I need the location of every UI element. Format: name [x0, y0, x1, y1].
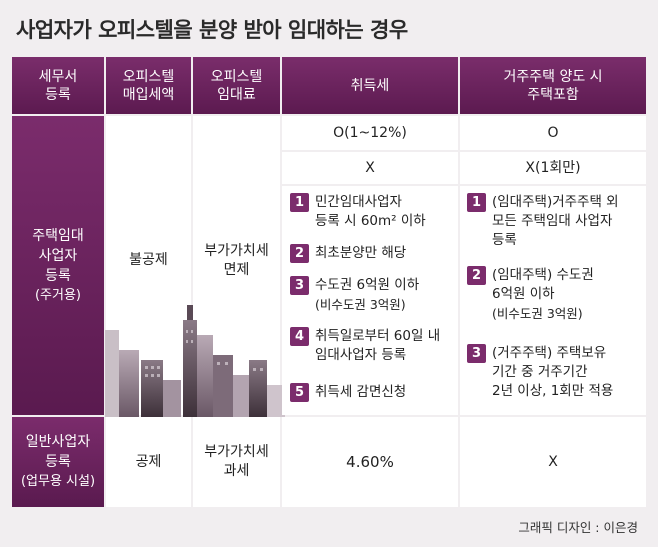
header-rent: 오피스텔 임대료 — [193, 57, 280, 114]
acq-items-cell — [282, 186, 458, 415]
city-skyline-illustration — [105, 305, 285, 417]
acq-rate-cell: O(1~12%) — [282, 116, 458, 150]
business-rent: 부가가치세 과세 — [193, 417, 280, 507]
header-purchase-vat: 오피스텔 매입세액 — [106, 57, 191, 114]
acq-item-3: 3 수도권 6억원 이하 (비수도권 3억원) — [290, 276, 419, 314]
header-acquisition-tax: 취득세 — [282, 57, 458, 114]
business-acquisition: 4.60% — [282, 417, 458, 507]
transfer-item-2: 2 (임대주택) 수도권 6억원 이하 (비수도권 3억원) — [467, 266, 594, 323]
business-transfer: X — [460, 417, 646, 507]
transfer-o-cell: O — [460, 116, 646, 150]
transfer-x-cell: X(1회만) — [460, 152, 646, 184]
header-tax-office: 세무서 등록 — [12, 57, 104, 114]
header-transfer: 거주주택 양도 시 주택포함 — [460, 57, 646, 114]
acq-item-2: 2 최초분양만 해당 — [290, 244, 406, 263]
page-title: 사업자가 오피스텔을 분양 받아 임대하는 경우 — [16, 18, 408, 42]
acq-item-1: 1 민간임대사업자 등록 시 60m² 이하 — [290, 193, 426, 231]
acq-item-5: 5 취득세 감면신청 — [290, 383, 406, 402]
acq-x-cell: X — [282, 152, 458, 184]
row-label-housing: 주택임대 사업자 등록 (주거용) — [12, 116, 104, 415]
transfer-items-cell — [460, 186, 646, 415]
row-label-business: 일반사업자 등록 (업무용 시설) — [12, 417, 104, 507]
graphic-credit: 그래픽 디자인 : 이은경 — [518, 520, 638, 535]
transfer-item-3: 3 (거주주택) 주택보유 기간 중 거주기간 2년 이상, 1회만 적용 — [467, 344, 613, 401]
transfer-item-1: 1 (임대주택)거주주택 외 모든 주택임대 사업자 등록 — [467, 193, 619, 250]
acq-item-4: 4 취득일로부터 60일 내 임대사업자 등록 — [290, 327, 440, 365]
business-purchase-vat: 공제 — [106, 417, 191, 507]
